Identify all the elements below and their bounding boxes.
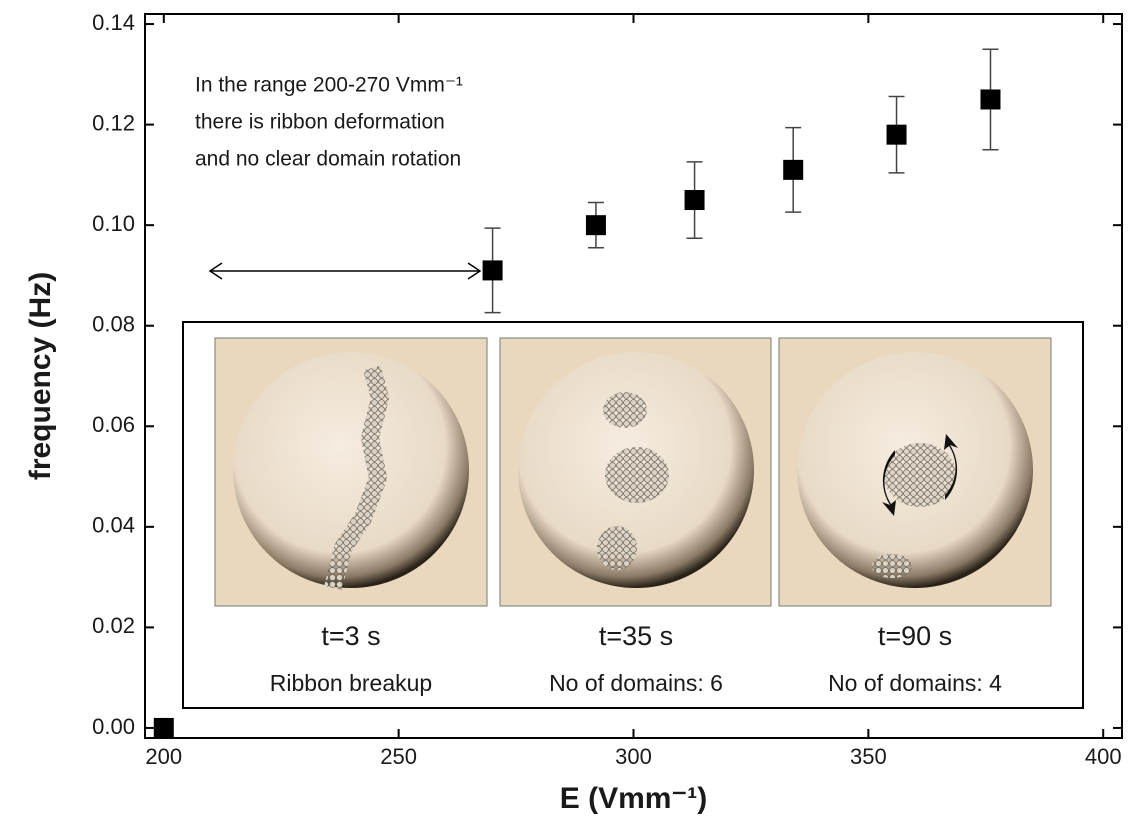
point	[586, 215, 606, 235]
point	[685, 190, 705, 210]
y-tick-label: 0.02	[92, 613, 135, 638]
point	[783, 160, 803, 180]
y-tick-label: 0.08	[92, 312, 135, 337]
y-axis-label: frequency (Hz)	[24, 272, 57, 480]
point	[154, 718, 174, 738]
photo	[500, 338, 771, 606]
panel-time: t=35 s	[599, 621, 673, 651]
range-arrow	[210, 263, 480, 279]
x-tick-label: 300	[615, 744, 652, 769]
annotation: there is ribbon deformation	[195, 111, 445, 134]
annotation: and no clear domain rotation	[195, 148, 461, 171]
y-tick-label: 0.04	[92, 513, 135, 538]
y-tick-label: 0.10	[92, 211, 135, 236]
y-tick-label: 0.06	[92, 412, 135, 437]
x-tick-label: 250	[380, 744, 417, 769]
y-tick-label: 0.12	[92, 110, 135, 135]
panel-caption: Ribbon breakup	[270, 670, 432, 696]
point	[483, 260, 503, 280]
point	[980, 89, 1000, 109]
panel-caption: No of domains: 6	[549, 670, 723, 696]
photo	[779, 338, 1051, 606]
x-tick-label: 200	[145, 744, 182, 769]
photo	[215, 338, 487, 606]
x-axis-label: E (Vmm⁻¹)	[560, 782, 708, 815]
annotation: In the range 200-270 Vmm⁻¹	[195, 74, 463, 97]
inset: t=3 s Ribbon breakup t=35 s No of domains: …	[183, 322, 1083, 708]
y-tick-label: 0.00	[92, 714, 135, 739]
panel-caption: No of domains: 4	[828, 670, 1002, 696]
panel-time: t=3 s	[321, 621, 380, 651]
x-tick-label: 400	[1085, 744, 1122, 769]
x-tick-label: 350	[850, 744, 887, 769]
point	[887, 125, 907, 145]
panel-time: t=90 s	[878, 621, 952, 651]
y-tick-label: 0.14	[92, 10, 135, 35]
chart: 200 250 300 350 400 0.00 0.02 0.04 0.06 0.08 0.10 0…	[0, 0, 1141, 825]
